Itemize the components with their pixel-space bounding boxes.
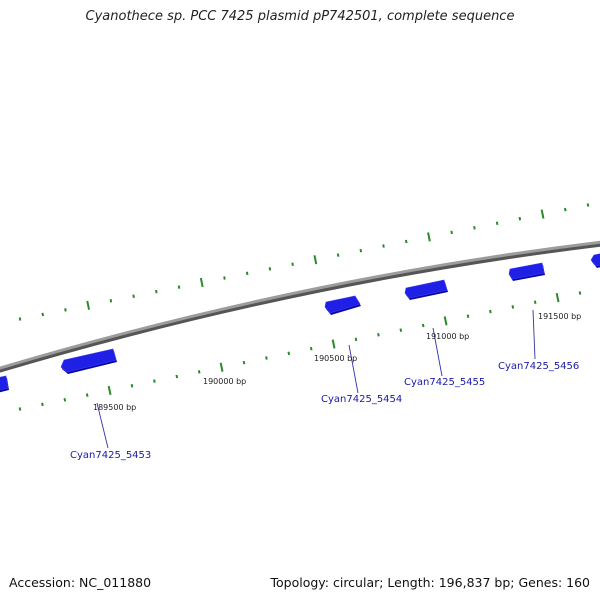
minor-inner-tick — [578, 291, 582, 295]
major-inner-tick — [443, 316, 448, 326]
major-outer-tick — [427, 232, 431, 242]
minor-outer-tick — [518, 216, 522, 221]
minor-inner-tick — [489, 309, 492, 314]
minor-outer-tick — [336, 253, 340, 257]
minor-outer-tick — [64, 308, 67, 312]
tick-label-191000: 191000 bp — [426, 332, 469, 341]
gene-label-cyan7425-5455[interactable]: Cyan7425_5455 — [404, 377, 485, 388]
minor-outer-tick — [586, 203, 590, 207]
minor-inner-tick — [242, 360, 246, 365]
minor-inner-tick — [354, 337, 358, 342]
minor-outer-tick — [155, 289, 158, 294]
outer-tick-track — [18, 203, 590, 321]
gene-arrow-cyan7425-5456[interactable] — [508, 262, 545, 281]
minor-inner-tick — [265, 356, 268, 360]
gene-label-cyan7425-5454[interactable]: Cyan7425_5454 — [321, 394, 402, 405]
major-outer-tick — [86, 300, 91, 310]
minor-inner-tick — [287, 351, 291, 356]
accession-text: Accession: NC_011880 — [9, 575, 152, 590]
major-outer-tick — [540, 209, 545, 219]
tick-label-190000: 190000 bp — [203, 377, 246, 386]
gene-label-cyan7425-5453[interactable]: Cyan7425_5453 — [70, 450, 151, 461]
gene-arrow-right-edge[interactable] — [590, 253, 600, 268]
minor-outer-tick — [382, 244, 385, 248]
gene-track — [0, 253, 600, 393]
minor-inner-tick — [421, 323, 425, 328]
minor-inner-tick — [377, 332, 380, 337]
minor-inner-tick — [41, 402, 44, 407]
minor-inner-tick — [466, 314, 470, 318]
major-outer-tick — [313, 255, 318, 265]
plasmid-backbone — [0, 240, 600, 370]
tick-label-189500: 189500 bp — [93, 403, 136, 412]
minor-inner-tick — [197, 370, 201, 374]
gene-arrow-cyan7425-5453[interactable] — [60, 348, 117, 374]
minor-inner-tick — [63, 397, 67, 402]
minor-outer-tick — [18, 317, 22, 321]
leader-line-cyan7425-5455 — [432, 327, 443, 377]
major-inner-tick — [331, 339, 336, 349]
minor-outer-tick — [268, 267, 272, 271]
sequence-summary: Topology: circular; Length: 196,837 bp; … — [270, 575, 591, 590]
gene-arrow-left-edge[interactable] — [0, 375, 9, 393]
major-outer-tick — [199, 277, 204, 288]
leader-line-cyan7425-5454 — [348, 344, 359, 394]
major-inner-tick — [555, 293, 560, 303]
minor-inner-tick — [130, 384, 134, 388]
gene-arrow-cyan7425-5454[interactable] — [324, 295, 361, 315]
gene-arrow-cyan7425-5455[interactable] — [404, 279, 448, 300]
minor-outer-tick — [41, 312, 45, 317]
minor-outer-tick — [450, 230, 453, 235]
minor-inner-tick — [175, 374, 179, 379]
minor-inner-tick — [153, 379, 156, 383]
minor-outer-tick — [245, 271, 249, 276]
minor-outer-tick — [177, 285, 181, 289]
minor-inner-tick — [511, 305, 515, 309]
minor-outer-tick — [495, 221, 499, 226]
minor-outer-tick — [473, 226, 476, 230]
gene-label-cyan7425-5456[interactable]: Cyan7425_5456 — [498, 361, 579, 372]
leader-line-cyan7425-5453 — [96, 402, 109, 449]
minor-inner-tick — [85, 393, 89, 397]
major-inner-tick — [219, 362, 224, 372]
tick-label-190500: 190500 bp — [314, 354, 357, 363]
leader-line-cyan7425-5456 — [532, 309, 536, 360]
minor-outer-tick — [563, 207, 567, 212]
label-leader-lines — [96, 309, 536, 449]
minor-inner-tick — [309, 346, 313, 351]
backbone-shadow — [0, 241, 600, 373]
minor-outer-tick — [132, 294, 135, 298]
minor-outer-tick — [404, 239, 408, 244]
minor-outer-tick — [359, 248, 363, 253]
major-inner-tick — [107, 385, 112, 396]
inner-tick-track — [18, 291, 582, 411]
minor-outer-tick — [291, 262, 294, 267]
minor-outer-tick — [109, 298, 113, 303]
minor-outer-tick — [223, 276, 226, 280]
minor-inner-tick — [18, 407, 22, 411]
minor-inner-tick — [533, 300, 537, 305]
minor-inner-tick — [399, 328, 403, 332]
tick-label-191500: 191500 bp — [538, 312, 581, 321]
map-title: Cyanothece sp. PCC 7425 plasmid pP742501… — [85, 9, 515, 24]
